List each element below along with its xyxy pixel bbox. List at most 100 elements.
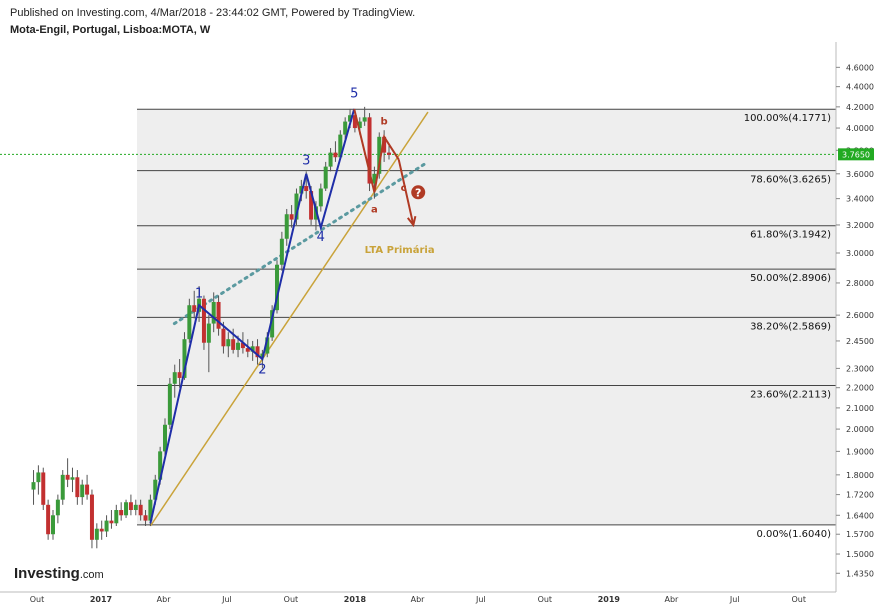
candle-body bbox=[279, 238, 284, 265]
y-tick-label: 2.2000 bbox=[846, 384, 874, 393]
y-tick-label: 2.4500 bbox=[846, 337, 874, 346]
wave-label: b bbox=[381, 116, 388, 127]
correction-wave-path bbox=[353, 108, 400, 193]
candle-body bbox=[284, 214, 289, 239]
candle-body bbox=[211, 301, 216, 324]
candle-body bbox=[318, 188, 323, 207]
fib-label: 23.60%(2.2113) bbox=[750, 389, 831, 400]
wave-label: c bbox=[401, 183, 407, 194]
candle-body bbox=[163, 424, 167, 452]
candle-body bbox=[187, 305, 192, 340]
candle-body bbox=[167, 383, 172, 425]
candle-body bbox=[387, 152, 391, 155]
candle-body bbox=[367, 117, 372, 184]
y-tick-label: 2.1000 bbox=[846, 404, 874, 413]
projection-arrow-line bbox=[397, 159, 415, 226]
y-tick-label: 1.6400 bbox=[846, 511, 874, 520]
candle-body bbox=[377, 136, 382, 174]
candle-body bbox=[94, 528, 99, 540]
wave-label: 1 bbox=[195, 286, 203, 301]
candle-body bbox=[153, 479, 158, 500]
current-price-label: 3.7650 bbox=[842, 150, 870, 159]
candle-body bbox=[206, 323, 211, 343]
lta-annotation: LTA Primária bbox=[365, 244, 435, 256]
candle-body bbox=[372, 173, 377, 184]
candle-body bbox=[70, 477, 75, 480]
candle-body bbox=[36, 472, 41, 483]
candle-body bbox=[143, 515, 148, 521]
fib-label: 100.00%(4.1771) bbox=[744, 113, 831, 124]
candle-body bbox=[114, 510, 119, 524]
candle-body bbox=[304, 186, 309, 192]
y-tick-label: 1.8000 bbox=[846, 471, 874, 480]
published-caption: Published on Investing.com, 4/Mar/2018 -… bbox=[10, 7, 416, 19]
y-tick-label: 2.6000 bbox=[846, 311, 874, 320]
candle-body bbox=[75, 477, 80, 498]
y-tick-label: 1.5000 bbox=[846, 550, 874, 559]
candle-body bbox=[265, 337, 270, 354]
y-tick-label: 3.2000 bbox=[846, 221, 874, 230]
candle-body bbox=[60, 474, 65, 500]
candle-body bbox=[323, 166, 328, 189]
y-tick-label: 1.4350 bbox=[846, 569, 874, 578]
wave-label: 3 bbox=[302, 154, 310, 169]
candle-body bbox=[289, 214, 294, 220]
fib-label: 61.80%(3.1942) bbox=[750, 230, 831, 241]
candle-body bbox=[172, 372, 177, 384]
x-tick-label: 2019 bbox=[598, 595, 621, 604]
candle-body bbox=[80, 484, 85, 498]
y-tick-label: 1.9000 bbox=[846, 447, 874, 456]
x-tick-label: Abr bbox=[157, 595, 172, 604]
y-tick-label: 4.4000 bbox=[846, 83, 874, 92]
candle-body bbox=[51, 515, 55, 535]
y-tick-label: 3.4000 bbox=[846, 195, 874, 204]
candle-body bbox=[221, 328, 226, 347]
wave-label: 2 bbox=[258, 362, 266, 377]
logo-domain: .com bbox=[79, 569, 104, 581]
candle-body bbox=[250, 346, 255, 352]
candle-body bbox=[348, 115, 353, 122]
lta-trendline bbox=[149, 111, 429, 527]
candle-body bbox=[65, 474, 70, 480]
candle-body bbox=[109, 520, 114, 524]
question-marker-text: ? bbox=[415, 186, 421, 199]
candle-body bbox=[255, 346, 260, 358]
x-tick-label: Out bbox=[538, 595, 553, 604]
candle-body bbox=[309, 191, 314, 220]
y-tick-label: 1.7200 bbox=[846, 491, 874, 500]
x-tick-label: 2017 bbox=[90, 595, 112, 604]
candle-body bbox=[148, 499, 153, 521]
y-tick-label: 3.0000 bbox=[846, 249, 874, 258]
fib-label: 38.20%(2.5869) bbox=[750, 321, 831, 332]
investing-logo: Investing.com bbox=[14, 565, 104, 583]
wave-label: 4 bbox=[317, 230, 325, 245]
y-tick-label: 1.5700 bbox=[846, 530, 874, 539]
y-tick-label: 4.2000 bbox=[846, 103, 874, 112]
candle-body bbox=[182, 339, 187, 378]
candle-body bbox=[55, 499, 60, 516]
x-tick-label: Out bbox=[30, 595, 45, 604]
x-tick-label: Jul bbox=[729, 595, 740, 604]
candle-body bbox=[41, 472, 46, 505]
candle-body bbox=[177, 372, 182, 378]
x-tick-label: Abr bbox=[411, 595, 426, 604]
candle-body bbox=[294, 193, 299, 220]
x-tick-label: 2018 bbox=[344, 595, 367, 604]
wave-label: a bbox=[371, 205, 378, 216]
candle-body bbox=[104, 520, 109, 532]
dotted-trendline bbox=[172, 160, 430, 326]
candle-body bbox=[201, 298, 206, 343]
candle-body bbox=[99, 528, 104, 532]
candle-body bbox=[31, 482, 36, 490]
y-tick-label: 3.6000 bbox=[846, 170, 874, 179]
candle-body bbox=[158, 451, 163, 480]
y-tick-label: 2.0000 bbox=[846, 425, 874, 434]
fib-label: 0.00%(1.6040) bbox=[756, 529, 831, 540]
candle-body bbox=[119, 510, 124, 516]
candle-body bbox=[138, 504, 143, 516]
candle-body bbox=[133, 504, 138, 511]
x-tick-label: Abr bbox=[665, 595, 680, 604]
candle-body bbox=[226, 339, 231, 347]
logo-name: Investing bbox=[14, 565, 80, 582]
